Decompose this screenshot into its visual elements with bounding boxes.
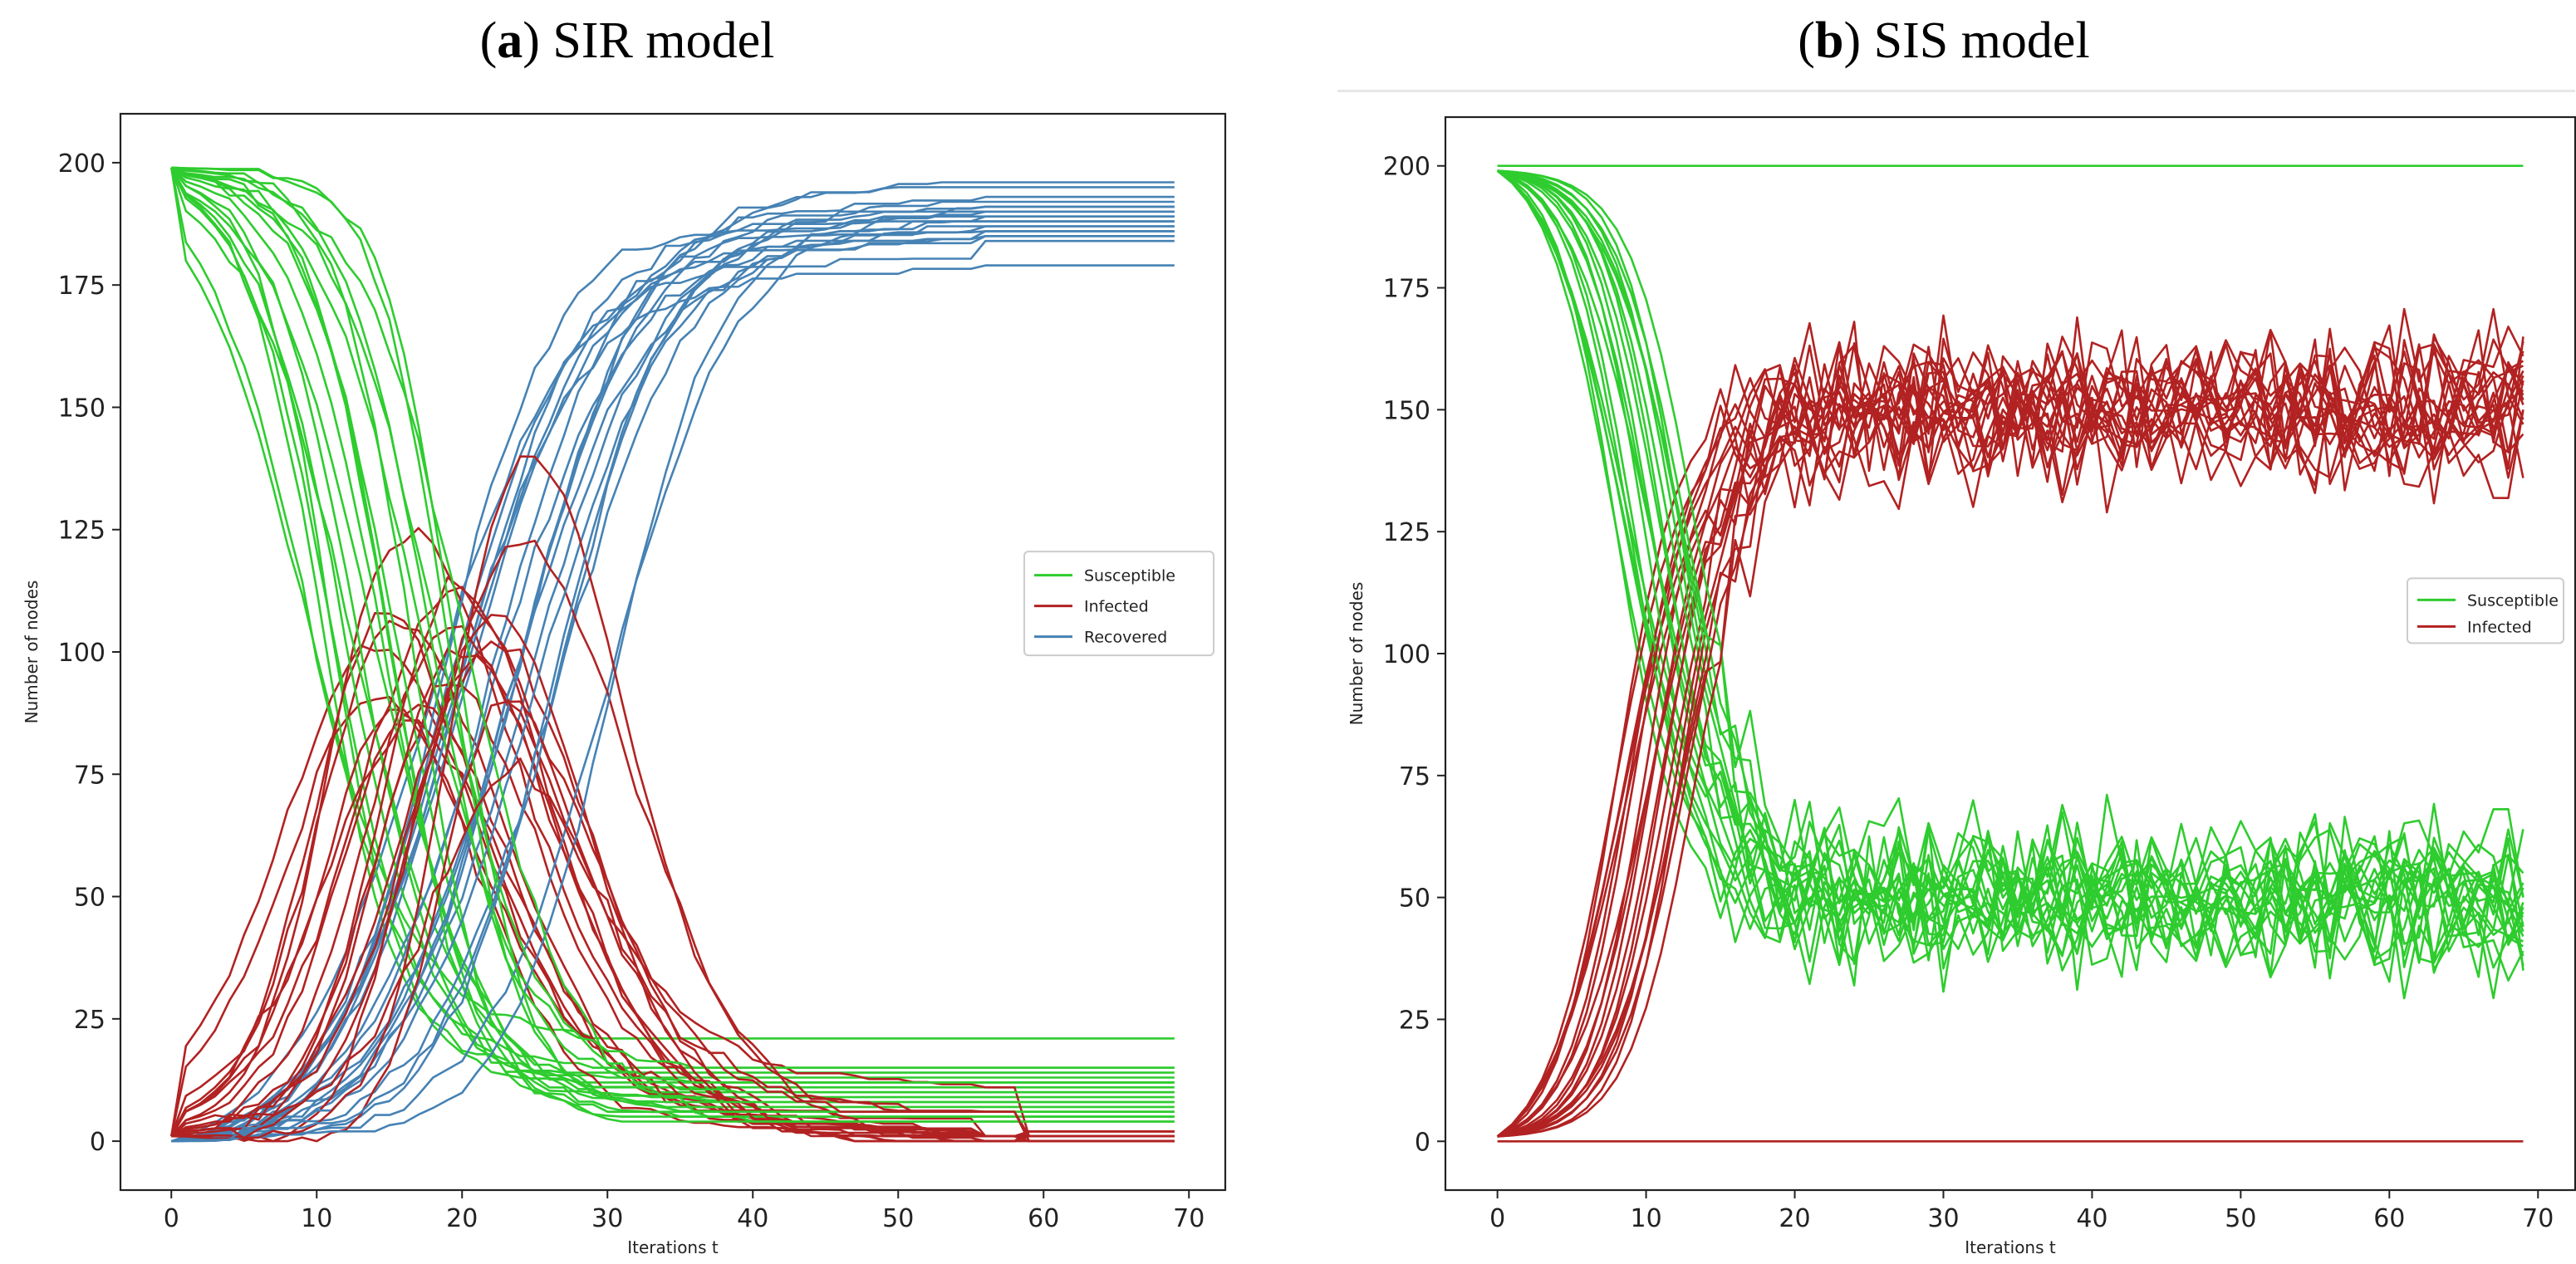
legend-label: Recovered [1084,629,1167,647]
series-lines [1496,164,2524,1143]
x-tick-label: 0 [1489,1204,1505,1233]
recovered-line [171,205,1175,1143]
x-axis-label: Iterations t [627,1237,719,1257]
y-tick-label: 75 [1399,762,1430,791]
recovered-line [171,215,1175,1143]
infected-line [1497,352,2524,1138]
chart-panel-a: 0 10 20 30 40 50 60 70 0 25 50 75 100 125 150 175 200 Ite… [22,112,1227,1257]
y-tick-label: 125 [58,517,105,546]
infected-line [1496,389,2524,1138]
y-tick-label: 50 [74,884,105,913]
susceptible-line [170,166,1175,1069]
infected-line [170,757,1175,1143]
susceptible-line [1497,169,2524,967]
x-tick-label: 60 [1028,1204,1059,1233]
y-tick-label: 175 [58,272,105,301]
infected-line [1497,307,2524,1138]
legend-label: Infected [2467,618,2532,636]
recovered-line [171,225,1175,1143]
x-tick-label: 70 [2522,1204,2554,1233]
susceptible-line [1496,169,2524,919]
y-tick-label: 150 [58,394,105,423]
x-tick-label: 30 [591,1204,623,1233]
susceptible-line [170,166,1175,1094]
x-tick-label: 60 [2373,1204,2405,1233]
infected-line [171,653,1175,1143]
y-axis-label: Number of nodes [1347,582,1367,726]
susceptible-line [1496,169,2524,955]
susceptible-line [171,166,1175,1084]
susceptible-line [1497,169,2524,1000]
legend-label: Susceptible [1084,567,1175,585]
legend-box [1023,551,1214,657]
susceptible-line [170,166,1175,1118]
x-tick-label: 40 [737,1204,768,1233]
infected-line [170,683,1175,1143]
susceptible-line [1497,169,2524,972]
susceptible-line [1497,169,2524,977]
legend-label: Infected [1084,598,1149,616]
infected-line [1496,352,2524,1138]
x-tick-label: 70 [1173,1204,1205,1233]
y-tick-label: 175 [1383,275,1430,304]
plot-frame [1444,115,2576,1192]
legend: Susceptible Infected Recovered [1023,551,1214,657]
infected-line [170,696,1175,1138]
y-tick-label: 150 [1383,396,1430,425]
y-tick-label: 75 [74,761,105,790]
recovered-line [171,195,1175,1143]
susceptible-line [1497,169,2524,982]
y-tick-label: 125 [1383,518,1430,547]
series-lines [170,166,1175,1143]
x-tick-label: 50 [882,1204,914,1233]
infected-line [1497,331,2524,1138]
y-tick-label: 200 [1383,153,1430,182]
panel-separator [1337,90,2575,92]
legend-label: Susceptible [2467,591,2559,610]
x-tick-label: 0 [164,1204,179,1233]
infected-line [1497,340,2524,1138]
infected-line [1497,307,2524,1138]
y-tick-label: 100 [1383,640,1430,669]
susceptible-line [1497,169,2524,955]
x-tick-label: 20 [446,1204,478,1233]
panel-a-title: (a) SIR model [479,12,775,69]
y-tick-label: 100 [58,639,105,668]
y-tick-label: 50 [1399,884,1430,914]
panel-b-title: (b) SIS model [1798,12,2090,69]
y-tick-label: 0 [1415,1128,1430,1157]
legend: Susceptible Infected [2407,577,2564,644]
infected-line [170,585,1175,1138]
infected-line [1497,326,2524,1138]
x-tick-label: 50 [2225,1204,2256,1233]
recovered-line [171,210,1175,1143]
x-tick-label: 40 [2076,1204,2107,1233]
y-tick-label: 25 [1399,1006,1430,1035]
x-tick-label: 20 [1779,1204,1810,1233]
x-axis-label: Iterations t [1965,1237,2056,1257]
plot-frame [119,112,1227,1192]
chart-panel-b: 0 10 20 30 40 50 60 70 0 25 50 75 100 125 150 175 200 Ite… [1347,115,2576,1257]
y-tick-label: 0 [90,1128,105,1157]
recovered-line [171,186,1175,1143]
y-axis-label: Number of nodes [22,581,42,724]
x-tick-label: 10 [1630,1204,1661,1233]
susceptible-line [170,166,1175,1123]
y-tick-label: 25 [74,1006,105,1035]
susceptible-line [1497,169,2524,1000]
x-tick-label: 30 [1927,1204,1959,1233]
recovered-line [171,181,1175,1143]
y-tick-label: 200 [58,149,105,179]
x-tick-label: 10 [301,1204,332,1233]
infected-line [1497,336,2524,1138]
recovered-line [170,239,1175,1143]
susceptible-line [170,166,1175,1109]
recovered-line [171,220,1175,1143]
susceptible-line [170,167,1175,1079]
